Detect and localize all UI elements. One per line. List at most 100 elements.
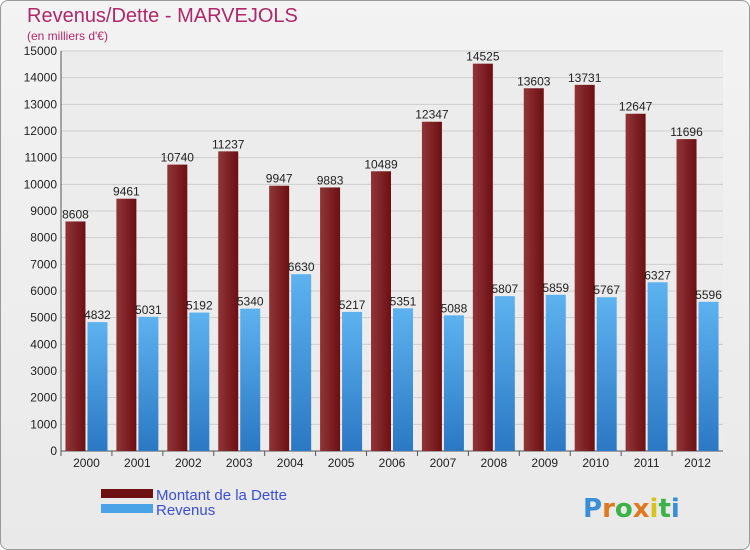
logo-letter: P	[583, 494, 602, 524]
bar-revenus	[87, 322, 108, 451]
y-tick-label: 12000	[24, 124, 58, 138]
y-tick-label: 10000	[24, 177, 58, 191]
data-label-revenus: 5217	[339, 298, 366, 312]
logo-letter: r	[602, 494, 615, 524]
logo-letter: x	[633, 494, 650, 524]
bar-dette	[676, 139, 697, 451]
data-label-dette: 13731	[568, 71, 602, 85]
chart-subtitle: (en milliers d'€)	[27, 29, 108, 43]
logo-letter: o	[615, 494, 633, 524]
y-tick-label: 6000	[30, 284, 57, 298]
bar-revenus	[545, 294, 566, 451]
logo-letter: i	[671, 494, 680, 524]
logo-letter: t	[658, 494, 670, 524]
data-label-revenus: 5340	[237, 295, 264, 309]
data-label-dette: 8608	[62, 207, 89, 221]
data-label-revenus: 6327	[644, 268, 671, 282]
proxiti-logo-text: Proxiti	[583, 494, 680, 524]
y-tick-label: 8000	[30, 231, 57, 245]
bar-revenus	[698, 301, 719, 451]
data-label-revenus: 4832	[84, 308, 111, 322]
legend: Montant de la Dette Revenus	[101, 487, 287, 519]
bar-revenus	[240, 308, 261, 451]
bar-revenus	[647, 282, 668, 451]
bar-revenus	[596, 297, 617, 451]
x-tick-label: 2006	[379, 456, 406, 470]
data-labels: 8608 4832 9461 5031 10740 5192 11237 5340 9947 66…	[62, 50, 722, 322]
y-tick-label: 7000	[30, 257, 57, 271]
x-tick-label: 2011	[634, 456, 660, 470]
proxiti-logo: Proxiti	[583, 494, 680, 524]
chart-title: Revenus/Dette - MARVEJOLS	[27, 5, 298, 27]
x-tick-label: 2008	[480, 456, 507, 470]
bar-revenus	[138, 316, 159, 451]
data-label-revenus: 6630	[288, 260, 315, 274]
data-label-dette: 11696	[670, 125, 703, 139]
data-label-revenus: 5859	[542, 281, 569, 295]
axes: 0 1000 2000 3000 4000 5000 6000 7000 8000 9000 100…	[24, 44, 723, 470]
y-tick-label: 11000	[25, 151, 58, 165]
data-label-revenus: 5807	[491, 282, 518, 296]
bar-revenus	[189, 312, 210, 451]
x-tick-label: 2004	[277, 456, 304, 470]
x-tick-label: 2003	[226, 456, 253, 470]
data-label-revenus: 5596	[695, 288, 722, 302]
y-tick-label: 0	[50, 444, 57, 458]
y-tick-label: 14000	[24, 71, 58, 85]
bar-dette	[421, 121, 442, 451]
data-label-revenus: 5192	[186, 299, 213, 313]
y-tick-label: 15000	[24, 44, 58, 58]
x-tick-label: 2007	[430, 456, 457, 470]
bar-dette	[65, 221, 86, 451]
bar-revenus	[342, 311, 363, 451]
bar-dette	[167, 164, 188, 451]
y-tick-label: 2000	[30, 391, 57, 405]
legend-swatch-debt	[101, 489, 153, 498]
bar-dette	[269, 185, 290, 451]
data-label-dette: 9461	[113, 185, 140, 199]
bar-revenus	[494, 296, 515, 451]
y-tick-label: 3000	[30, 364, 57, 378]
data-label-dette: 9883	[317, 173, 344, 187]
y-tick-label: 9000	[30, 204, 57, 218]
x-tick-label: 2009	[531, 456, 558, 470]
bar-dette	[574, 84, 595, 451]
x-tick-label: 2012	[684, 456, 711, 470]
x-tick-label: 2002	[175, 456, 202, 470]
data-label-dette: 13603	[517, 74, 551, 88]
data-label-dette: 10489	[364, 157, 398, 171]
y-tick-label: 13000	[24, 97, 58, 111]
bar-dette	[320, 187, 341, 451]
bar-dette	[472, 63, 493, 452]
y-tick-label: 5000	[30, 311, 57, 325]
data-label-dette: 12647	[619, 100, 653, 114]
legend-label-debt: Montant de la Dette	[156, 487, 287, 504]
data-label-revenus: 5031	[135, 303, 162, 317]
legend-label-revenus: Revenus	[156, 502, 215, 519]
y-tick-label: 4000	[30, 337, 57, 351]
data-label-dette: 14525	[466, 50, 500, 64]
bar-dette	[523, 88, 544, 452]
legend-swatch-revenus	[101, 504, 153, 513]
y-tick-label: 1000	[30, 417, 57, 431]
bar-dette	[371, 171, 391, 451]
x-tick-label: 2005	[328, 456, 355, 470]
data-label-dette: 12347	[415, 108, 449, 122]
data-label-revenus: 5088	[441, 301, 468, 315]
bar-dette	[116, 198, 137, 451]
x-tick-label: 2000	[73, 456, 100, 470]
data-label-revenus: 5351	[390, 294, 417, 308]
bars	[65, 63, 719, 452]
bar-revenus	[443, 315, 464, 451]
x-tick-label: 2001	[124, 456, 151, 470]
bar-dette	[218, 151, 239, 451]
bar-revenus	[291, 274, 312, 451]
data-label-dette: 9947	[266, 172, 293, 186]
bar-dette	[625, 113, 646, 451]
x-tick-label: 2010	[582, 456, 609, 470]
data-label-dette: 10740	[161, 151, 195, 165]
bar-revenus	[393, 308, 413, 451]
logo-letter: i	[650, 494, 659, 524]
